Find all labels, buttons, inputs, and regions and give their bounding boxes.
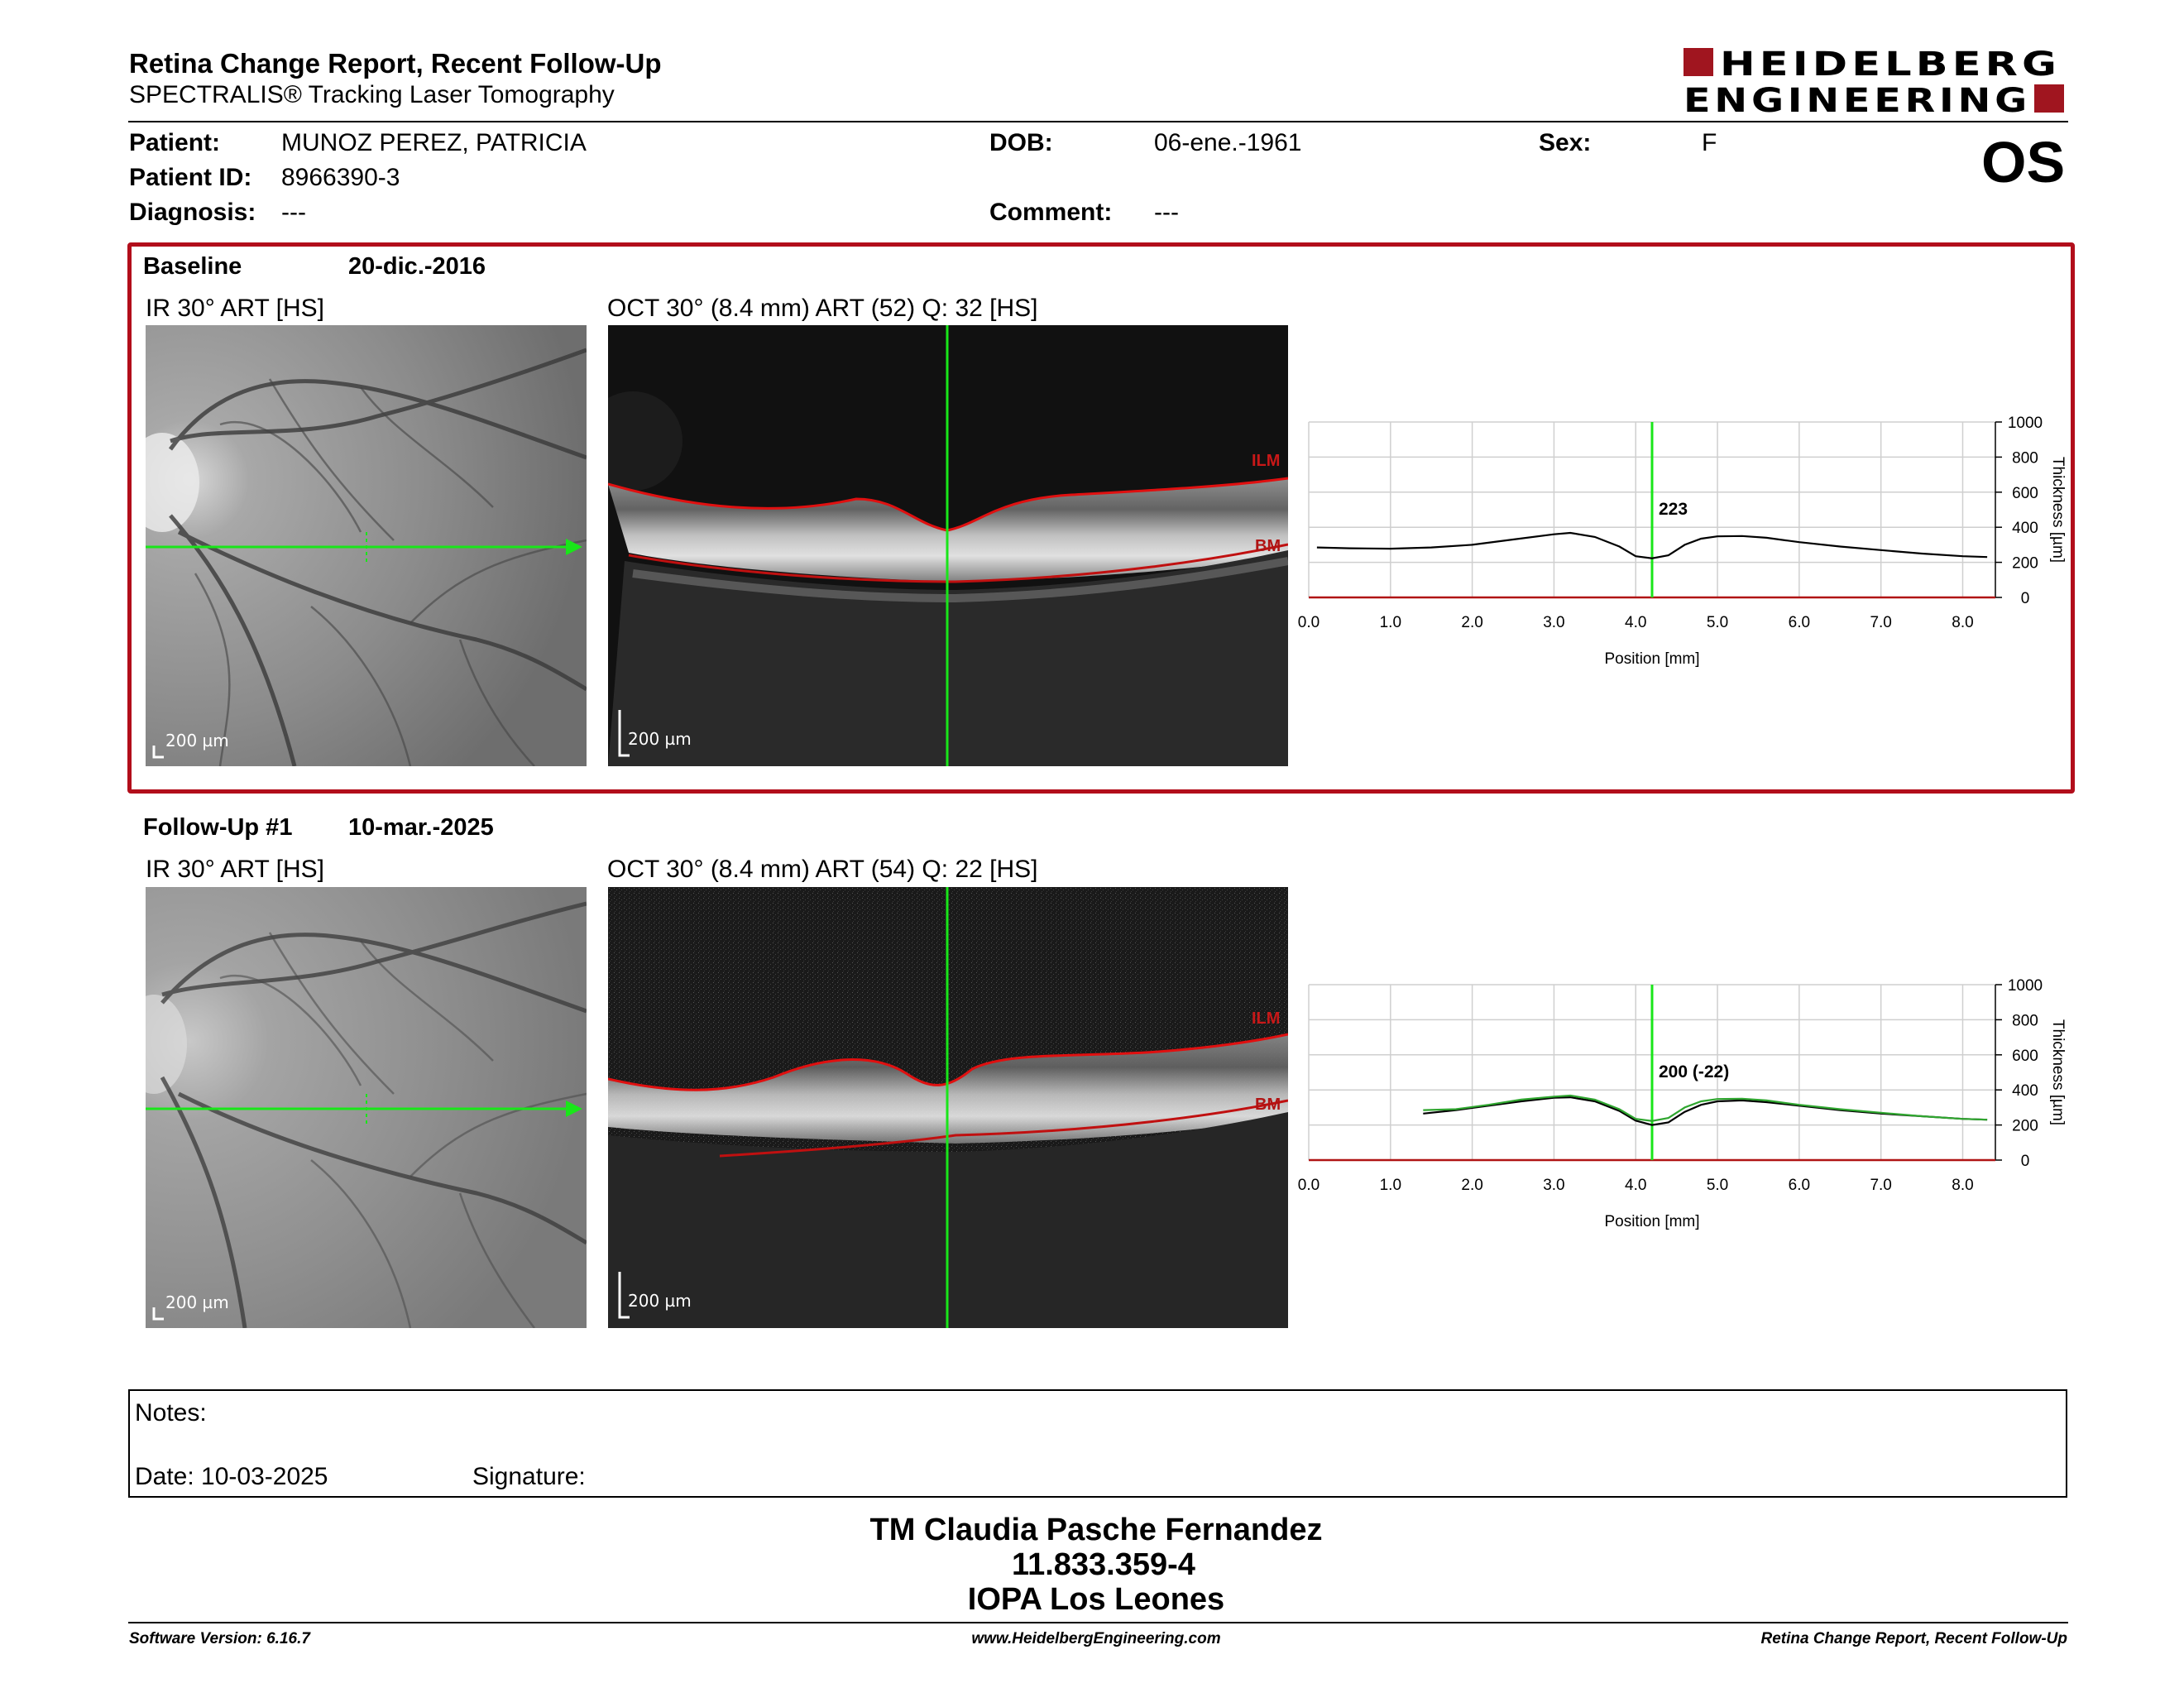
baseline-oct-label: OCT 30° (8.4 mm) ART (52) Q: 32 [HS] (607, 295, 1038, 322)
signature-label: Signature: (472, 1463, 586, 1490)
y-tick-label: 200 (2012, 555, 2038, 573)
patient-name: MUNOZ PEREZ, PATRICIA (281, 129, 587, 156)
baseline-frame (127, 242, 2075, 794)
y-tick-label: 600 (2012, 1048, 2038, 1065)
baseline-bm-label: BM (1255, 537, 1281, 555)
x-tick-label: 6.0 (1789, 614, 1810, 631)
followup-ir-image[interactable]: 200 µm (146, 887, 587, 1328)
logo-text-line2: ENGINEERING (1684, 82, 2031, 119)
diagnosis-label: Diagnosis: (129, 199, 256, 226)
baseline-ir-label: IR 30° ART [HS] (146, 295, 324, 322)
comment-value: --- (1154, 199, 1179, 226)
followup-ir-scale: 200 µm (165, 1292, 229, 1312)
y-axis-label: Thickness [µm] (2049, 1019, 2067, 1125)
y-tick-label: 600 (2012, 485, 2038, 502)
followup-ilm-label: ILM (1252, 1009, 1281, 1028)
y-tick-label: 800 (2012, 449, 2038, 467)
x-tick-label: 7.0 (1870, 1177, 1891, 1194)
x-tick-label: 6.0 (1789, 1177, 1810, 1194)
followup-date: 10-mar.-2025 (348, 814, 494, 841)
x-tick-label: 4.0 (1625, 1177, 1646, 1194)
followup-oct-label: OCT 30° (8.4 mm) ART (54) Q: 22 [HS] (607, 856, 1038, 883)
notes-box[interactable]: Notes: Date: 10-03-2025 Signature: (128, 1389, 2067, 1498)
thickness-series-line (1423, 1094, 1988, 1122)
thickness-series-line (1316, 531, 1988, 559)
marker-value-label: 223 (1659, 500, 1688, 519)
patient-label: Patient: (129, 129, 221, 156)
y-tick-label: 1000 (2008, 415, 2043, 432)
followup-label: Follow-Up #1 (143, 814, 293, 841)
header-divider (128, 121, 2068, 122)
technician-name: TM Claudia Pasche Fernandez (869, 1513, 1323, 1547)
followup-ir-label: IR 30° ART [HS] (146, 856, 324, 883)
y-axis-label: Thickness [µm] (2049, 457, 2067, 563)
comment-label: Comment: (989, 199, 1113, 226)
x-tick-label: 7.0 (1870, 614, 1891, 631)
sex-value: F (1702, 129, 1717, 156)
x-tick-label: 2.0 (1461, 1177, 1482, 1194)
report-subtitle: SPECTRALIS® Tracking Laser Tomography (129, 81, 615, 108)
notes-label: Notes: (135, 1399, 207, 1427)
marker-value-label: 200 (-22) (1659, 1062, 1729, 1081)
x-tick-label: 3.0 (1543, 1177, 1564, 1194)
x-tick-label: 5.0 (1707, 614, 1728, 631)
x-tick-label: 8.0 (1952, 1177, 1973, 1194)
x-axis-label: Position [mm] (1604, 1213, 1699, 1230)
followup-oct-image[interactable]: 200 µm ILM BM (608, 887, 1288, 1328)
x-tick-label: 2.0 (1461, 614, 1482, 631)
baseline-thickness-chart: 0.0 1.0 2.0 3.0 4.0 5.0 6.0 7.0 8.0 0 200 400 600 800… (1298, 405, 2076, 679)
baseline-oct-image[interactable]: 200 µm ILM BM (608, 325, 1288, 766)
sex-label: Sex: (1539, 129, 1592, 156)
baseline-date: 20-dic.-2016 (348, 253, 486, 280)
y-tick-label: 1000 (2008, 977, 2043, 995)
baseline-ir-image[interactable]: 200 µm (146, 325, 587, 766)
x-tick-label: 1.0 (1380, 1177, 1401, 1194)
eye-indicator: OS (1981, 130, 2066, 194)
followup-bm-label: BM (1255, 1096, 1281, 1114)
baseline-ilm-label: ILM (1252, 452, 1281, 470)
x-tick-label: 8.0 (1952, 614, 1973, 631)
dob-value: 06-ene.-1961 (1154, 129, 1302, 156)
followup-thickness-chart: 0.0 1.0 2.0 3.0 4.0 5.0 6.0 7.0 8.0 0 200 400 600 800… (1298, 968, 2076, 1241)
x-tick-label: 4.0 (1625, 614, 1646, 631)
y-tick-label: 800 (2012, 1012, 2038, 1029)
software-version: Software Version: 6.16.7 (129, 1630, 310, 1647)
baseline-label: Baseline (143, 253, 242, 280)
x-axis-label: Position [mm] (1604, 650, 1699, 668)
heidelberg-logo: HEIDELBERG ENGINEERING (1684, 45, 2064, 120)
patient-id-label: Patient ID: (129, 164, 252, 191)
y-tick-label: 400 (2012, 1082, 2038, 1100)
x-tick-label: 1.0 (1380, 614, 1401, 631)
notes-date: Date: 10-03-2025 (135, 1463, 328, 1490)
baseline-ir-scale: 200 µm (165, 731, 229, 750)
followup-oct-scale: 200 µm (628, 1291, 692, 1311)
footer-report-name: Retina Change Report, Recent Follow-Up (1760, 1630, 2067, 1647)
footer-divider (128, 1622, 2068, 1623)
dob-label: DOB: (989, 129, 1053, 156)
x-tick-label: 0.0 (1298, 1177, 1320, 1194)
x-tick-label: 0.0 (1298, 614, 1320, 631)
diagnosis-value: --- (281, 199, 306, 226)
x-tick-label: 5.0 (1707, 1177, 1728, 1194)
logo-text-line1: HEIDELBERG (1720, 46, 2061, 84)
website-link[interactable]: www.HeidelbergEngineering.com (971, 1630, 1221, 1647)
technician-id: 11.833.359-4 (1012, 1547, 1195, 1582)
y-tick-label: 0 (2021, 590, 2030, 607)
y-tick-label: 200 (2012, 1118, 2038, 1135)
y-tick-label: 0 (2021, 1153, 2030, 1170)
baseline-oct-scale: 200 µm (628, 729, 692, 749)
x-tick-label: 3.0 (1543, 614, 1564, 631)
patient-id: 8966390-3 (281, 164, 400, 191)
institution-name: IOPA Los Leones (967, 1582, 1225, 1617)
y-tick-label: 400 (2012, 520, 2038, 537)
report-title: Retina Change Report, Recent Follow-Up (129, 48, 662, 79)
